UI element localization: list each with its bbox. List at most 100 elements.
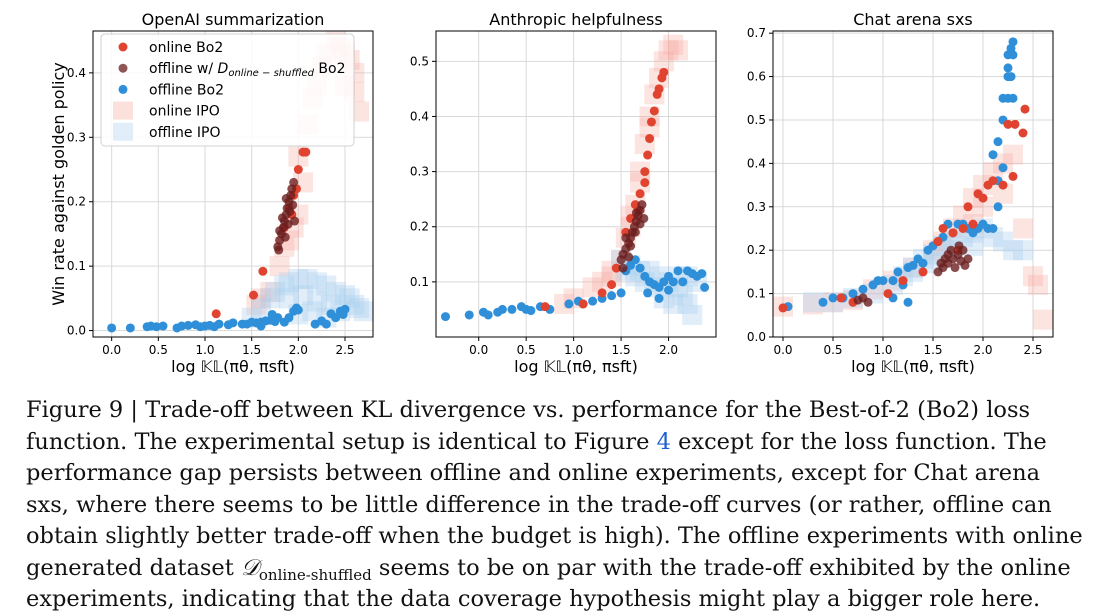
point-offline-shuffled [639, 213, 649, 223]
point-offline-shuffled [290, 216, 300, 226]
point-online-bo2 [249, 290, 259, 300]
caption-text-2: except for the loss function. The perfor… [26, 428, 1083, 581]
point-offline-ipo [307, 291, 327, 312]
x-tick-label: 2.5 [1023, 343, 1042, 357]
point-offline-shuffled [281, 193, 291, 203]
chart-title: Chat arena sxs [853, 10, 973, 29]
y-tick-label: 0.1 [747, 287, 766, 301]
point-offline-shuffled [946, 245, 956, 255]
legend-marker-offline-ipo [113, 122, 133, 141]
point-offline-bo2 [107, 323, 117, 333]
point-offline-bo2 [483, 310, 493, 320]
point-offline-shuffled [621, 233, 631, 243]
point-offline-ipo [297, 269, 318, 290]
point-offline-bo2 [607, 291, 617, 301]
point-offline-bo2 [654, 293, 664, 303]
x-axis-label: log 𝕂𝕃(πθ, πsft) [171, 357, 295, 376]
point-offline-ipo [1003, 240, 1023, 261]
point-offline-ipo [325, 281, 346, 302]
point-online-bo2 [646, 117, 656, 127]
legend-label-offline-shuffled: offline w/ Donline − shuffled Bo2 [149, 61, 345, 79]
point-offline-shuffled [631, 208, 641, 218]
point-online-bo2 [978, 193, 988, 203]
point-online-ipo [803, 294, 823, 315]
point-offline-ipo [307, 272, 327, 293]
point-offline-shuffled [950, 263, 960, 273]
point-offline-shuffled [618, 263, 628, 273]
point-offline-bo2 [588, 296, 598, 306]
point-offline-shuffled [280, 232, 290, 242]
point-offline-bo2 [908, 260, 918, 270]
point-offline-ipo [672, 285, 693, 306]
point-offline-bo2 [888, 276, 898, 286]
point-offline-ipo [663, 293, 684, 314]
point-online-ipo [1028, 274, 1048, 295]
x-tick-label: 0.5 [149, 343, 168, 357]
point-offline-shuffled [274, 245, 284, 255]
point-offline-ipo [658, 271, 679, 292]
point-offline-bo2 [1008, 50, 1018, 60]
point-offline-ipo [316, 275, 337, 296]
point-offline-bo2 [913, 254, 923, 264]
point-online-bo2 [649, 106, 659, 116]
x-tick-label: 2.0 [659, 343, 678, 357]
point-offline-shuffled [624, 252, 634, 262]
point-online-ipo [592, 271, 613, 292]
legend-label-online-bo2: online Bo2 [149, 40, 223, 56]
point-online-bo2 [258, 266, 268, 276]
figure-charts: 0.0 0.5 1.0 1.5 2.0 2.5 0.0 0.1 0.2 0.3 0.4 OpenAI … [49, 10, 1054, 376]
point-online-bo2 [645, 134, 655, 144]
point-online-bo2 [1020, 104, 1030, 114]
point-offline-bo2 [1003, 63, 1013, 73]
point-offline-ipo [279, 288, 299, 309]
charts-svg: 0.0 0.5 1.0 1.5 2.0 2.5 0.0 0.1 0.2 0.3 0.4 OpenAI … [49, 10, 1054, 376]
figure-ref-link[interactable]: 4 [656, 428, 671, 455]
x-tick-label: 1.0 [195, 343, 214, 357]
point-online-bo2 [836, 293, 846, 303]
point-offline-bo2 [988, 223, 998, 233]
y-tick-label: 0.4 [67, 66, 86, 80]
point-online-ipo [663, 34, 684, 55]
point-offline-bo2 [497, 304, 507, 314]
y-tick-label: 0.2 [410, 220, 429, 234]
point-online-ipo [1033, 309, 1053, 330]
point-online-bo2 [640, 178, 650, 188]
point-offline-ipo [335, 285, 355, 306]
point-online-bo2 [293, 165, 303, 175]
point-offline-ipo [682, 304, 703, 325]
point-offline-bo2 [697, 269, 707, 279]
point-online-bo2 [988, 176, 998, 186]
x-tick-label: 0.0 [469, 343, 488, 357]
point-offline-bo2 [635, 263, 645, 273]
point-offline-bo2 [293, 305, 303, 315]
point-offline-bo2 [331, 313, 341, 323]
y-tick-label: 0.5 [747, 113, 766, 127]
point-online-bo2 [778, 303, 788, 313]
point-offline-ipo [353, 301, 374, 322]
point-online-bo2 [963, 202, 973, 212]
legend-marker-online-ipo [113, 101, 133, 120]
point-offline-shuffled [954, 241, 964, 251]
point-offline-bo2 [878, 276, 888, 286]
point-offline-ipo [321, 294, 341, 315]
point-offline-shuffled [936, 258, 946, 268]
point-offline-bo2 [564, 299, 574, 309]
point-offline-shuffled [626, 241, 636, 251]
point-offline-shuffled [277, 213, 287, 223]
point-online-bo2 [938, 223, 948, 233]
plot-frame [772, 30, 1054, 338]
point-offline-bo2 [700, 282, 710, 292]
legend: online Bo2 offline w/ Donline − shuffled … [100, 33, 355, 147]
point-offline-bo2 [998, 163, 1008, 173]
point-online-bo2 [933, 237, 943, 247]
point-offline-bo2 [151, 322, 161, 332]
y-tick-label: 0.3 [747, 200, 766, 214]
point-offline-ipo [274, 275, 295, 296]
y-tick-label: 0.5 [410, 54, 429, 68]
point-offline-bo2 [284, 313, 294, 323]
point-offline-bo2 [673, 266, 683, 276]
point-offline-bo2 [228, 318, 238, 328]
point-offline-shuffled [288, 200, 298, 210]
point-offline-shuffled [275, 226, 285, 236]
point-online-bo2 [659, 67, 669, 77]
